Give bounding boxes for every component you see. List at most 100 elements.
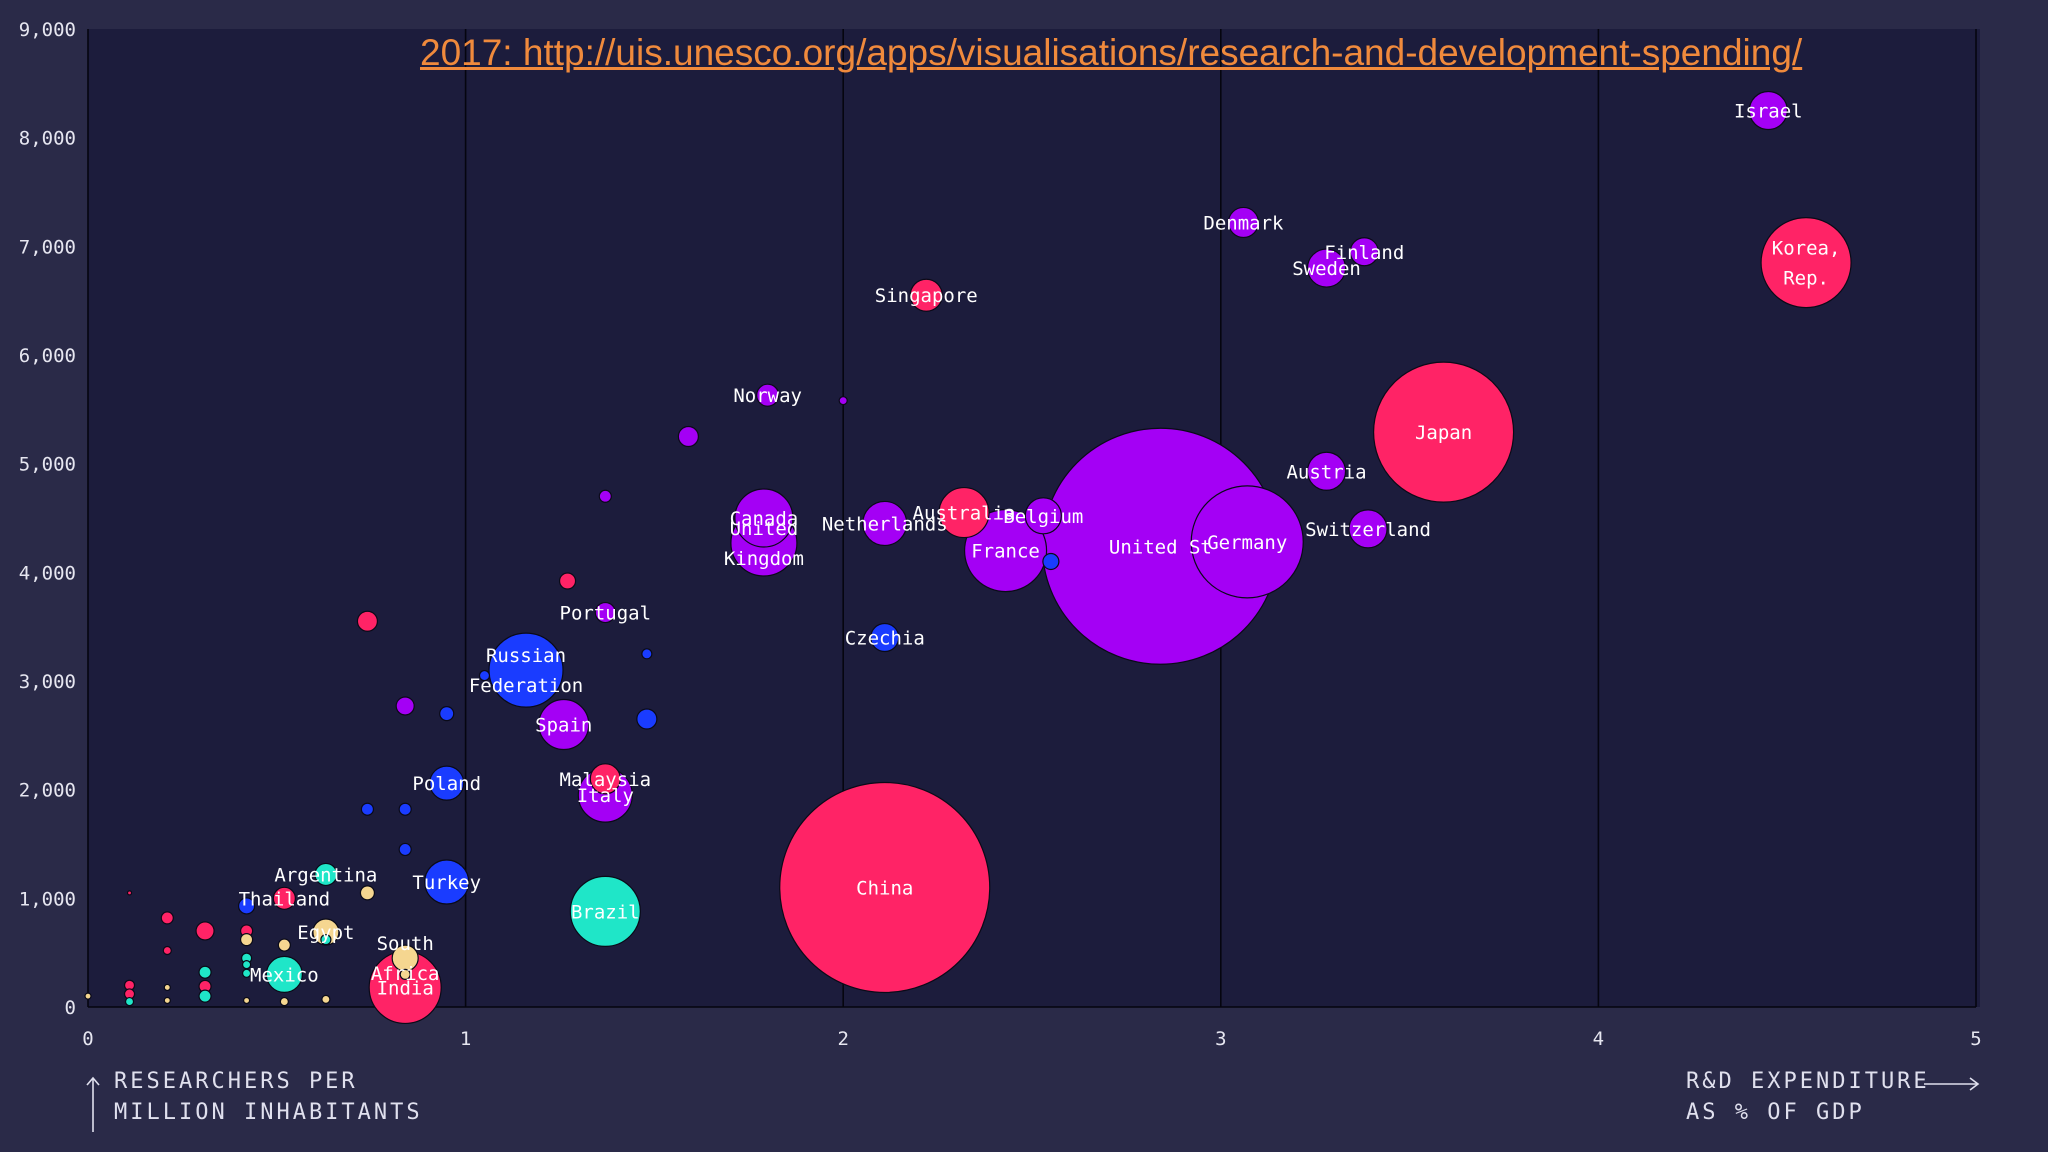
y-tick-label: 8,000 xyxy=(19,128,76,150)
bubble-label: South Africa xyxy=(371,933,440,985)
source-link[interactable]: 2017: http://uis.unesco.org/apps/visuali… xyxy=(420,32,1803,73)
bubble[interactable] xyxy=(241,960,252,970)
bubble-belgium[interactable] xyxy=(1024,497,1062,535)
bubble[interactable] xyxy=(239,933,254,947)
bubble-portugal[interactable] xyxy=(594,601,616,624)
bubble-label: India xyxy=(377,977,434,999)
bubble[interactable] xyxy=(359,885,376,901)
bubble-switzerland[interactable] xyxy=(1348,509,1388,549)
y-tick-label: 4,000 xyxy=(19,562,76,584)
bubble-label: Egypt xyxy=(297,922,354,944)
bubble[interactable] xyxy=(320,934,332,946)
bubble-austria[interactable] xyxy=(1306,451,1347,491)
bubble[interactable] xyxy=(398,842,412,857)
x-tick-label: 1 xyxy=(460,1028,471,1050)
bubble[interactable] xyxy=(598,489,612,503)
bubble-label: United Kingdom xyxy=(724,518,804,570)
bubble-label: Switzerland xyxy=(1305,519,1431,541)
bubble[interactable] xyxy=(838,396,848,406)
bubble[interactable] xyxy=(1042,552,1060,571)
bubble-netherlands[interactable] xyxy=(862,500,908,547)
bubble[interactable] xyxy=(399,968,411,981)
x-tick-label: 3 xyxy=(1215,1028,1226,1050)
bubble-label: Mexico xyxy=(250,964,319,986)
bubble[interactable] xyxy=(558,572,577,590)
bubble-france[interactable] xyxy=(963,508,1048,593)
bubble[interactable] xyxy=(198,965,212,979)
bubble-label: Israel xyxy=(1734,101,1803,123)
x-axis-ticks: 0 1 2 3 4 5 xyxy=(82,1028,1981,1050)
bubbles xyxy=(84,90,1852,1025)
y-tick-label: 1,000 xyxy=(19,888,76,910)
bubble-brazil[interactable] xyxy=(569,875,641,947)
bubble-label: Austria xyxy=(1286,461,1366,483)
bubble-thailand[interactable] xyxy=(272,886,296,910)
bubble-label: Belgium xyxy=(1003,506,1083,528)
bubble-label: Norway xyxy=(733,385,802,407)
bubble-label: United St xyxy=(1109,536,1212,558)
bubble[interactable] xyxy=(163,996,171,1005)
y-tick-label: 9,000 xyxy=(19,19,76,41)
bubble[interactable] xyxy=(356,610,379,632)
bubble-malaysia[interactable] xyxy=(589,763,621,795)
bubble-spain[interactable] xyxy=(538,698,590,751)
bubble[interactable] xyxy=(124,996,135,1007)
bubble[interactable] xyxy=(198,989,212,1003)
bubble-mexico[interactable] xyxy=(265,955,303,994)
bubble-denmark[interactable] xyxy=(1227,206,1260,239)
bubble[interactable] xyxy=(321,994,331,1004)
bubble-czechia[interactable] xyxy=(870,622,900,653)
bubble[interactable] xyxy=(242,996,251,1005)
bubble-korea-rep[interactable] xyxy=(1760,217,1852,309)
bubble[interactable] xyxy=(163,983,171,992)
bubble[interactable] xyxy=(279,996,289,1007)
bubble-label: Argentina xyxy=(274,864,377,886)
bubble-turkey[interactable] xyxy=(424,859,470,905)
bubble-singapore[interactable] xyxy=(909,278,943,312)
y-tick-label: 7,000 xyxy=(19,236,76,258)
y-tick-label: 3,000 xyxy=(19,671,76,693)
bubble-label: Italy xyxy=(577,785,634,807)
bubble-russian-federation[interactable] xyxy=(488,632,564,708)
bubble-china[interactable] xyxy=(779,781,991,994)
bubble[interactable] xyxy=(360,802,375,816)
bubble[interactable] xyxy=(395,696,415,716)
bubble[interactable] xyxy=(439,705,455,722)
bubble[interactable] xyxy=(277,938,291,952)
y-axis-ticks: 0 1,000 2,000 3,000 4,000 5,000 6,000 7,000 8,00… xyxy=(19,19,76,1019)
x-axis-label: R&D EXPENDITURE AS % OF GDP xyxy=(1686,1069,1930,1125)
bubble-japan[interactable] xyxy=(1372,361,1515,503)
bubble-finland[interactable] xyxy=(1349,237,1379,267)
bubble-argentina[interactable] xyxy=(314,862,338,887)
bubble-label: Thailand xyxy=(239,888,331,910)
bubble-label: Korea, Rep. xyxy=(1772,238,1841,290)
bubble[interactable] xyxy=(160,911,174,925)
bubble-poland[interactable] xyxy=(429,765,465,801)
x-tick-label: 0 xyxy=(82,1028,93,1050)
y-tick-label: 6,000 xyxy=(19,345,76,367)
bubble-israel[interactable] xyxy=(1748,90,1788,131)
bubble-label: Denmark xyxy=(1203,212,1284,234)
bubble-label: Malaysia xyxy=(560,769,652,791)
bubble[interactable] xyxy=(636,708,658,730)
bubble[interactable] xyxy=(241,968,252,978)
bubble[interactable] xyxy=(398,802,412,816)
bubble-australia[interactable] xyxy=(938,486,990,539)
bubble-label: China xyxy=(856,877,913,899)
bubble[interactable] xyxy=(478,669,491,682)
bubble[interactable] xyxy=(195,921,215,941)
bubble-norway[interactable] xyxy=(756,383,780,407)
bubble-label: Canada xyxy=(730,508,799,530)
bubble-germany[interactable] xyxy=(1190,485,1304,599)
bubble[interactable] xyxy=(641,648,653,660)
bubble[interactable] xyxy=(84,992,92,1000)
bubble[interactable] xyxy=(126,890,133,896)
bubble-sweden[interactable] xyxy=(1306,248,1347,288)
bubble-label: Australia xyxy=(913,503,1016,525)
bubble[interactable] xyxy=(237,897,256,915)
bubble-canada[interactable] xyxy=(734,488,794,548)
bubble[interactable] xyxy=(677,425,699,448)
bubble[interactable] xyxy=(162,945,172,956)
bubble-label: Turkey xyxy=(412,872,481,894)
